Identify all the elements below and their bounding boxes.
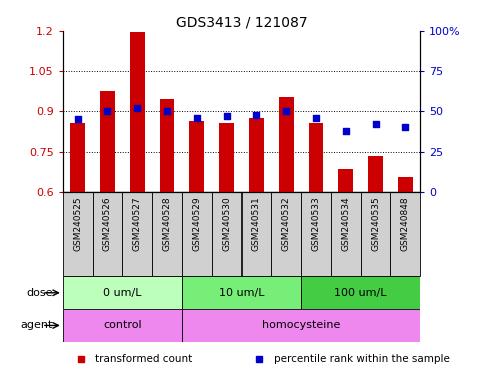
Text: agent: agent [21,320,53,331]
Bar [63,309,182,342]
Bar [63,276,182,309]
Text: GSM240529: GSM240529 [192,196,201,251]
Bar [219,123,234,192]
Point [282,108,290,114]
Text: 10 um/L: 10 um/L [219,288,264,298]
Bar [130,32,145,192]
Text: GSM240534: GSM240534 [341,196,350,251]
Bar [152,192,182,276]
Bar [398,177,413,192]
Point [193,115,201,121]
Text: GSM240527: GSM240527 [133,196,142,251]
Text: percentile rank within the sample: percentile rank within the sample [274,354,450,364]
Point [133,105,141,111]
Text: dose: dose [27,288,53,298]
Text: 0 um/L: 0 um/L [103,288,142,298]
Point [74,116,82,122]
Text: 100 um/L: 100 um/L [334,288,387,298]
Bar [309,123,324,192]
Bar [368,156,383,192]
Text: GSM240531: GSM240531 [252,196,261,251]
Bar [122,192,152,276]
Bar [189,121,204,192]
Bar [182,309,420,342]
Text: GSM240528: GSM240528 [163,196,171,251]
Text: GSM240526: GSM240526 [103,196,112,251]
Bar [249,118,264,192]
Bar [70,123,85,192]
Bar [242,192,271,276]
Point [253,111,260,118]
Text: homocysteine: homocysteine [262,320,340,331]
Bar [63,192,93,276]
Text: control: control [103,320,142,331]
Bar [301,192,331,276]
Bar [301,276,420,309]
Text: GSM240533: GSM240533 [312,196,320,251]
Bar [182,192,212,276]
Bar [93,192,122,276]
Bar [182,276,301,309]
Text: GSM240530: GSM240530 [222,196,231,251]
Bar [279,96,294,192]
Bar [331,192,361,276]
Text: GSM240535: GSM240535 [371,196,380,251]
Bar [100,91,115,192]
Text: transformed count: transformed count [95,354,192,364]
Text: GSM240525: GSM240525 [73,196,82,251]
Point [312,115,320,121]
Point [163,108,171,114]
Bar [271,192,301,276]
Text: GSM240848: GSM240848 [401,196,410,251]
Point [342,127,350,134]
Bar [338,169,353,192]
Point [372,121,380,127]
Point [401,124,409,131]
Bar [212,192,242,276]
Point [104,108,112,114]
Text: GSM240532: GSM240532 [282,196,291,251]
Bar [361,192,390,276]
Title: GDS3413 / 121087: GDS3413 / 121087 [176,16,307,30]
Bar [159,99,174,192]
Bar [390,192,420,276]
Point [223,113,230,119]
